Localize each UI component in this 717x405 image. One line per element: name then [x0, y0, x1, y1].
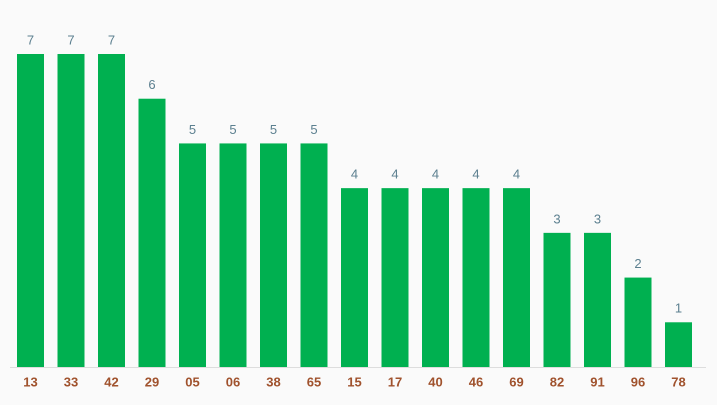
bar: [219, 143, 247, 367]
bar: [98, 54, 125, 367]
value-label: 5: [310, 122, 317, 137]
value-label: 4: [513, 167, 520, 182]
value-label: 5: [270, 122, 277, 137]
bar: [665, 322, 692, 367]
value-label: 7: [108, 32, 115, 47]
bar: [462, 188, 490, 367]
bar: [381, 188, 409, 367]
x-tick-label: 13: [23, 374, 37, 389]
value-label: 1: [675, 301, 682, 316]
x-tick-label: 05: [185, 374, 199, 389]
x-tick-label: 42: [104, 374, 118, 389]
value-label: 6: [148, 77, 155, 92]
bar: [584, 232, 611, 367]
x-tick-label: 65: [307, 374, 321, 389]
bar: [138, 98, 166, 367]
x-tick-label: 46: [469, 374, 483, 389]
value-label: 5: [229, 122, 236, 137]
bar: [543, 232, 571, 367]
x-tick-label: 06: [226, 374, 240, 389]
value-label: 4: [432, 167, 439, 182]
value-label: 5: [189, 122, 196, 137]
x-tick-label: 33: [64, 374, 78, 389]
bar: [624, 277, 652, 367]
bar: [260, 143, 287, 367]
x-tick-label: 40: [428, 374, 442, 389]
x-tick-label: 29: [145, 374, 159, 389]
bar: [17, 54, 44, 367]
x-tick-label: 15: [347, 374, 361, 389]
value-label: 7: [67, 32, 74, 47]
x-tick-label: 69: [509, 374, 523, 389]
value-label: 4: [351, 167, 358, 182]
value-label: 7: [27, 32, 34, 47]
bar: [503, 188, 530, 367]
x-tick-label: 17: [388, 374, 402, 389]
bar: [300, 143, 328, 367]
bar: [341, 188, 368, 367]
x-tick-label: 78: [671, 374, 685, 389]
value-label: 2: [634, 256, 641, 271]
x-tick-label: 82: [550, 374, 564, 389]
value-label: 3: [594, 211, 601, 226]
bar: [179, 143, 206, 367]
x-tick-label: 91: [590, 374, 604, 389]
bar: [422, 188, 449, 367]
value-label: 3: [553, 211, 560, 226]
value-label: 4: [391, 167, 398, 182]
x-tick-label: 38: [266, 374, 280, 389]
value-label: 4: [472, 167, 479, 182]
bar: [57, 54, 85, 367]
x-tick-label: 96: [631, 374, 645, 389]
